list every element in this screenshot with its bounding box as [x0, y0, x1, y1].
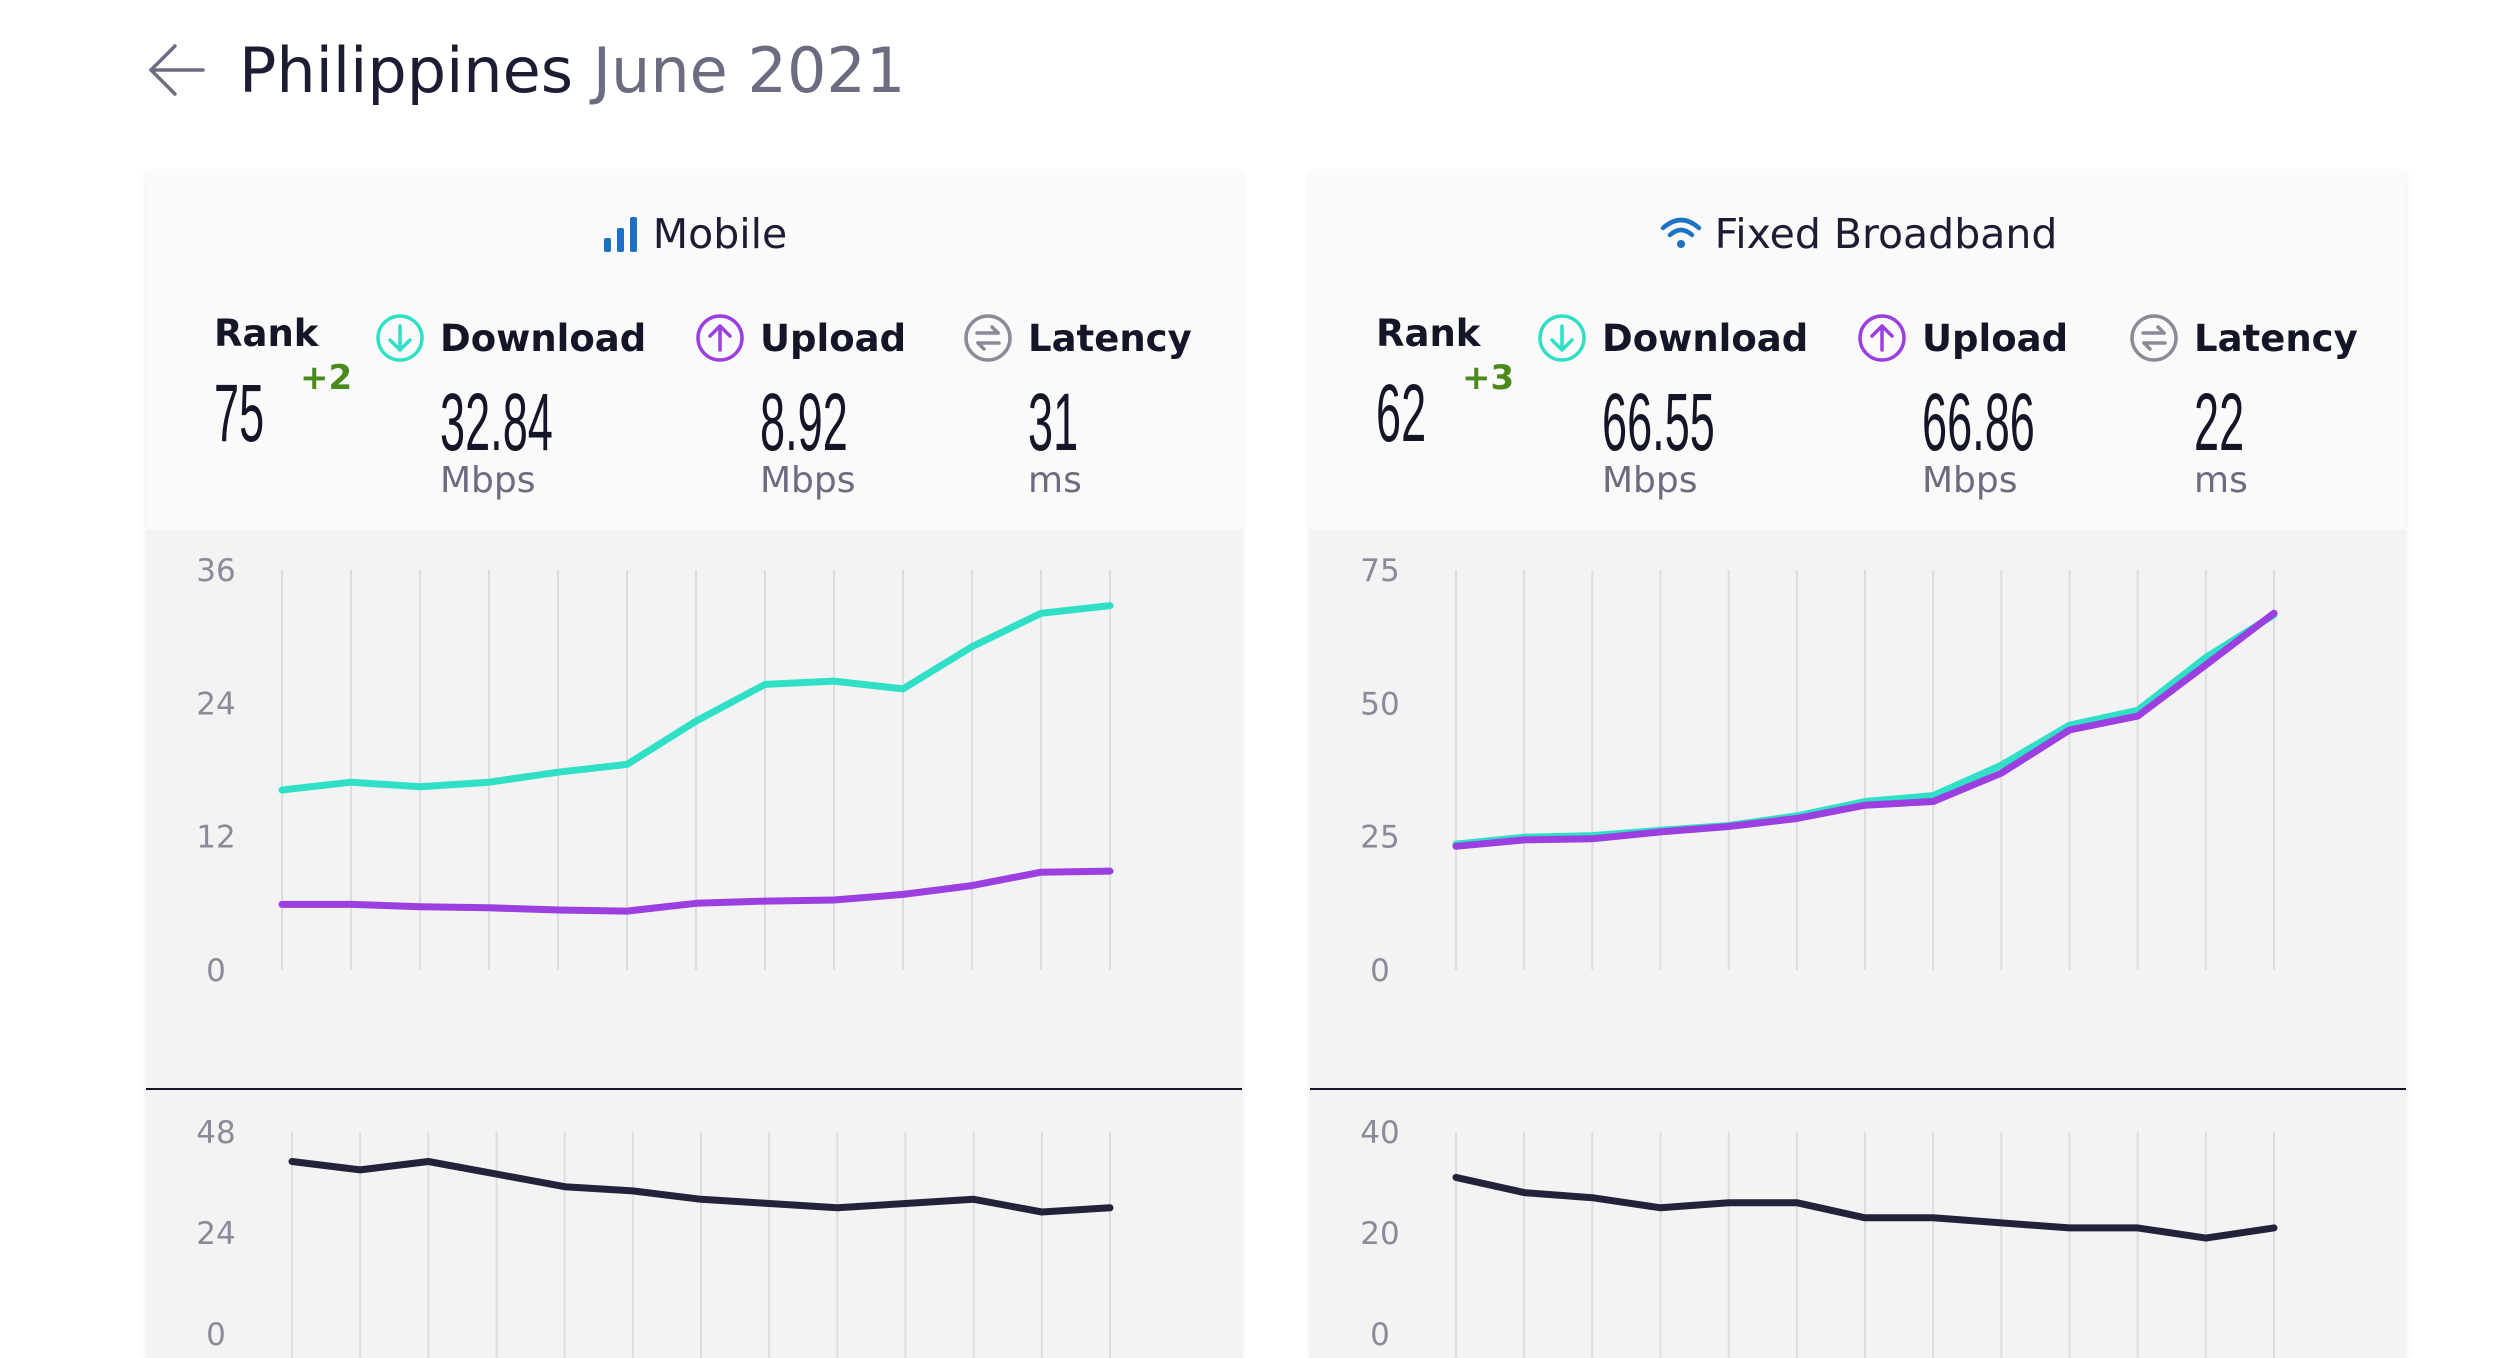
- chart-divider: [146, 1088, 1242, 1090]
- mobile-summary: Mobile Rank 75 +2 Download 32.84 Mbps: [146, 170, 1242, 530]
- fixed-broadband-card: Fixed Broadband Rank 62 +3 Download 66.5…: [1310, 170, 2406, 1358]
- wifi-icon: [1660, 217, 1701, 248]
- y-tick-label: 24: [196, 686, 235, 722]
- upload-value: 8.92: [760, 377, 848, 468]
- download-value: 66.55: [1602, 377, 1715, 468]
- page-header: Philippines June 2021: [145, 30, 905, 110]
- rank-label: Rank: [214, 312, 319, 355]
- fixed-speed-chart: 0 25 50 75: [1360, 553, 2278, 989]
- upload-unit: Mbps: [760, 460, 856, 501]
- upload-metric: Upload 8.92 Mbps: [694, 312, 920, 501]
- y-tick-label: 75: [1360, 553, 1399, 589]
- y-tick-label: 36: [196, 553, 235, 589]
- arrow-left-icon[interactable]: [145, 39, 207, 101]
- upload-arrow-icon: [1858, 314, 1906, 362]
- download-metric: Download 66.55 Mbps: [1536, 312, 1808, 501]
- latency-metric: Latency 22 ms: [2128, 312, 2358, 501]
- download-unit: Mbps: [440, 460, 536, 501]
- rank-metric: Rank 62: [1376, 312, 1480, 455]
- y-tick-label: 0: [206, 1317, 226, 1353]
- card-title-text: Fixed Broadband: [1714, 210, 2058, 258]
- y-tick-label: 20: [1360, 1216, 1399, 1252]
- rank-change: +2: [300, 358, 353, 398]
- upload-arrow-icon: [696, 314, 744, 362]
- latency-value: 22: [2194, 377, 2245, 468]
- latency-icon: [2130, 314, 2178, 362]
- latency-value: 31: [1028, 377, 1079, 468]
- upload-label: Upload: [694, 312, 920, 364]
- latency-unit: ms: [1028, 460, 1082, 501]
- y-tick-label: 50: [1360, 686, 1399, 722]
- upload-metric: Upload 66.86 Mbps: [1856, 312, 2127, 501]
- report-date: June 2021: [592, 33, 906, 107]
- y-tick-label: 0: [206, 953, 226, 989]
- country-name: Philippines: [239, 33, 574, 107]
- download-unit: Mbps: [1602, 460, 1698, 501]
- signal-bars-icon: [603, 217, 637, 252]
- latency-label: Latency: [962, 312, 1192, 364]
- fixed-latency-chart: 0 20 40: [1360, 1115, 2278, 1358]
- download-label: Download: [374, 312, 646, 364]
- y-tick-label: 40: [1360, 1115, 1399, 1151]
- rank-change: +3: [1462, 358, 1515, 398]
- upload-unit: Mbps: [1922, 460, 2018, 501]
- card-title-text: Mobile: [652, 210, 788, 258]
- y-tick-label: 0: [1370, 1317, 1390, 1353]
- upload-series-line[interactable]: [1452, 609, 2278, 850]
- page-title: Philippines June 2021: [239, 34, 905, 107]
- rank-value: 62: [1376, 368, 1427, 459]
- download-arrow-icon: [376, 314, 424, 362]
- download-metric: Download 32.84 Mbps: [374, 312, 646, 501]
- mobile-card: Mobile Rank 75 +2 Download 32.84 Mbps: [146, 170, 1242, 1358]
- upload-series-line[interactable]: [278, 867, 1114, 915]
- y-tick-label: 24: [196, 1216, 235, 1252]
- download-label: Download: [1536, 312, 1808, 364]
- y-tick-label: 48: [196, 1115, 235, 1151]
- card-title: Fixed Broadband: [1310, 210, 2406, 258]
- y-tick-label: 12: [196, 820, 235, 856]
- download-series-line[interactable]: [278, 602, 1114, 794]
- latency-label: Latency: [2128, 312, 2358, 364]
- latency-unit: ms: [2194, 460, 2248, 501]
- chart-divider: [1310, 1088, 2406, 1090]
- download-arrow-icon: [1538, 314, 1586, 362]
- latency-icon: [964, 314, 1012, 362]
- upload-value: 66.86: [1922, 377, 2035, 468]
- mobile-latency-chart: 0 24 48: [196, 1115, 1114, 1358]
- rank-metric: Rank 75: [214, 312, 318, 455]
- upload-label: Upload: [1856, 312, 2127, 364]
- latency-metric: Latency 31 ms: [962, 312, 1192, 501]
- y-tick-label: 25: [1360, 820, 1399, 856]
- fixed-broadband-summary: Fixed Broadband Rank 62 +3 Download 66.5…: [1310, 170, 2406, 530]
- card-title: Mobile: [146, 210, 1242, 258]
- rank-value: 75: [214, 368, 265, 459]
- latency-series-line[interactable]: [1452, 1173, 2278, 1242]
- y-tick-label: 0: [1370, 953, 1390, 989]
- download-value: 32.84: [440, 377, 553, 468]
- latency-series-line[interactable]: [288, 1158, 1114, 1216]
- mobile-speed-chart: 0 12 24 36: [196, 553, 1114, 989]
- rank-label: Rank: [1376, 312, 1481, 355]
